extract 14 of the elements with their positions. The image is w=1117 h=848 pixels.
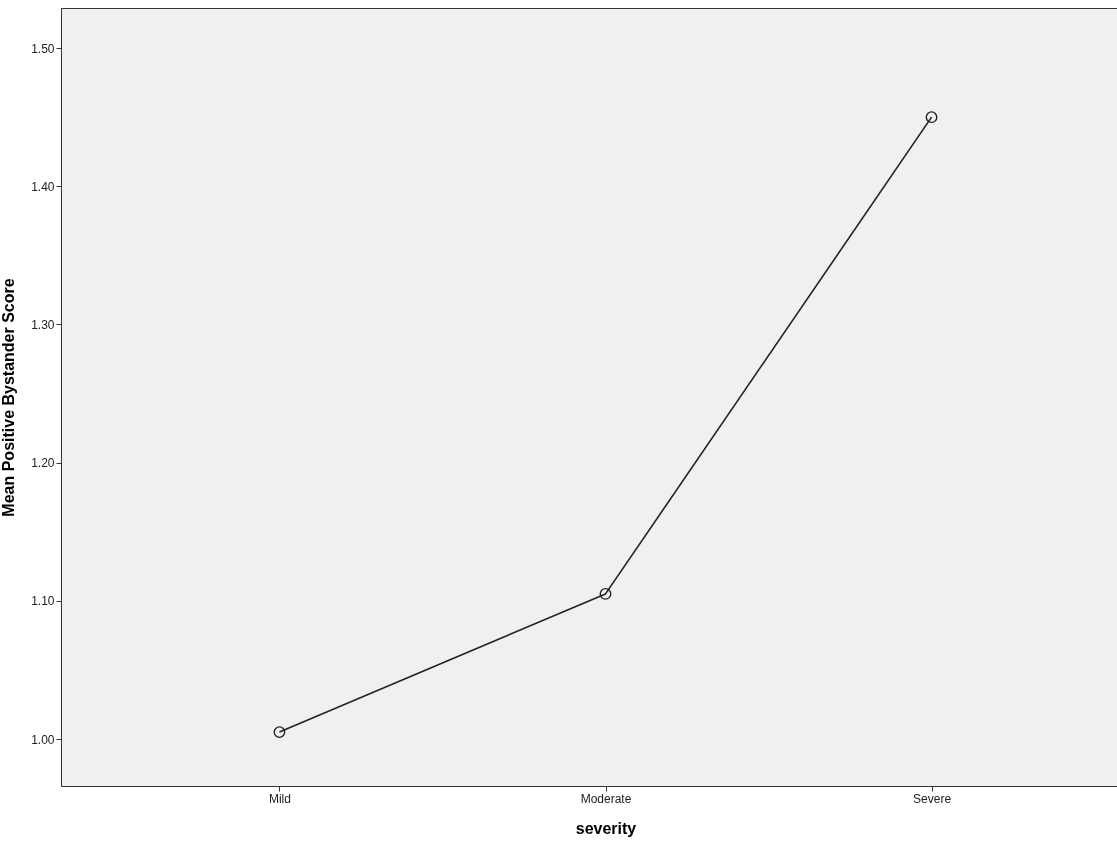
y-tick-label: 1.40	[31, 179, 55, 194]
y-tick-label: 1.20	[31, 456, 55, 471]
y-axis-title: Mean Positive Bystander Score	[0, 278, 18, 517]
x-tick-label: Severe	[913, 791, 952, 806]
y-tick-label: 1.30	[31, 317, 55, 332]
point	[925, 111, 938, 124]
point	[273, 726, 286, 739]
x-tick-label: Mild	[268, 791, 291, 806]
y-tick-label: 1.10	[31, 594, 55, 609]
x-tick-label: Moderate	[580, 791, 632, 806]
y-tick-label: 1.50	[31, 41, 55, 56]
point	[599, 587, 612, 600]
x-axis-title: severity	[575, 819, 637, 837]
y-tick-label: 1.00	[31, 732, 55, 747]
